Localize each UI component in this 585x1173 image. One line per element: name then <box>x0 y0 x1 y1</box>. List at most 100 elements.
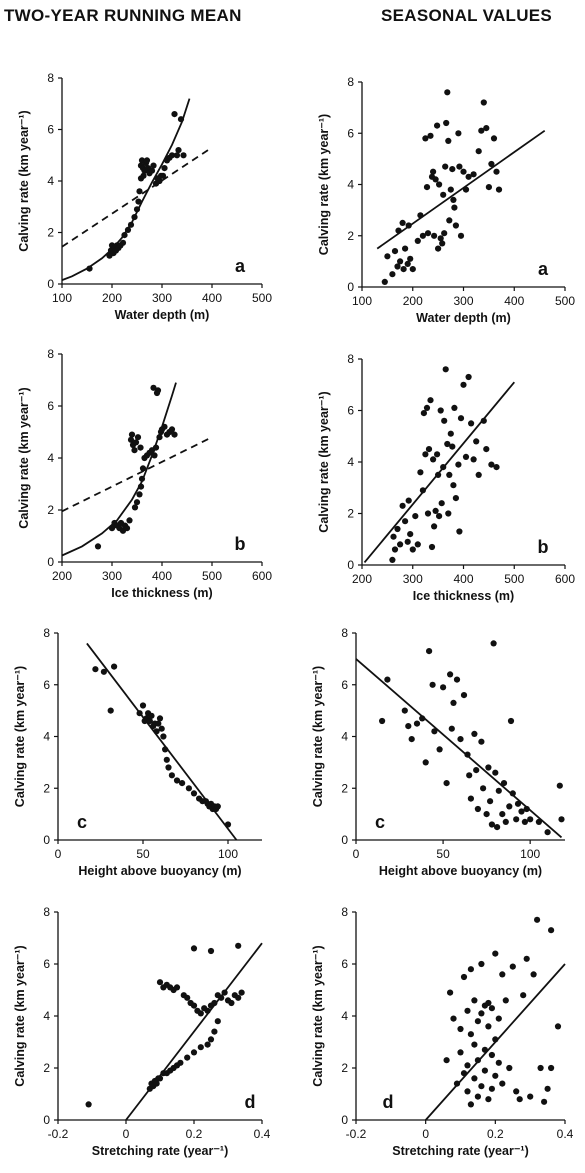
data-point <box>211 999 218 1007</box>
data-point <box>490 640 497 647</box>
data-point <box>509 790 516 797</box>
data-point <box>464 1088 471 1095</box>
data-point <box>474 1093 481 1100</box>
x-tick-label: 300 <box>453 294 473 308</box>
y-tick-label: 6 <box>341 678 348 692</box>
data-point <box>221 989 228 996</box>
data-point <box>436 746 443 753</box>
data-point <box>488 1005 495 1012</box>
data-point <box>447 186 454 193</box>
x-tick-label: 0 <box>55 847 62 861</box>
y-tick-label: 0 <box>43 833 50 847</box>
data-point <box>425 446 433 453</box>
data-point <box>516 1096 523 1103</box>
y-tick-label: 0 <box>347 558 354 572</box>
data-point <box>402 245 409 252</box>
data-point <box>457 232 465 239</box>
data-point <box>467 966 474 973</box>
data-point <box>520 992 527 999</box>
data-point <box>214 803 221 810</box>
data-point <box>397 258 404 265</box>
x-tick-label: 50 <box>136 847 150 861</box>
data-point <box>457 736 464 743</box>
x-tick-label: 500 <box>504 572 524 586</box>
data-point <box>492 950 499 957</box>
data-point <box>460 973 468 981</box>
data-point <box>85 1101 92 1108</box>
data-point <box>451 204 458 211</box>
panel-label: a <box>235 256 246 276</box>
data-point <box>168 426 176 433</box>
data-point <box>389 556 396 564</box>
data-point <box>523 805 530 813</box>
y-tick-label: 4 <box>47 174 54 188</box>
data-point <box>161 423 168 430</box>
y-tick-label: 4 <box>341 730 348 744</box>
y-tick-label: 6 <box>43 678 50 692</box>
data-point <box>495 1059 502 1066</box>
data-point <box>455 461 462 468</box>
y-axis-label: Calving rate (km year⁻¹) <box>317 114 331 255</box>
data-point <box>441 417 448 424</box>
x-tick-label: 300 <box>403 572 423 586</box>
x-tick-label: 400 <box>504 294 524 308</box>
y-tick-label: 4 <box>43 730 50 744</box>
data-point <box>124 226 132 233</box>
data-point <box>554 1023 562 1030</box>
data-point <box>534 916 541 923</box>
data-point <box>447 430 454 437</box>
data-point <box>395 227 402 234</box>
data-point <box>394 263 401 270</box>
data-point <box>494 824 501 831</box>
data-point <box>168 152 176 159</box>
y-tick-label: 8 <box>43 905 50 919</box>
y-tick-label: 0 <box>341 833 348 847</box>
data-point <box>235 942 242 949</box>
y-axis-label: Calving rate (km year⁻¹) <box>13 666 27 807</box>
data-point <box>399 502 406 509</box>
data-point <box>151 452 158 459</box>
chart-panel-left-b: 200 300 400 500 600 0 2 4 6 8 Ice thickness (m) Cal… <box>17 347 272 600</box>
x-tick-label: 0.4 <box>557 1127 574 1141</box>
data-point <box>502 818 509 826</box>
data-point <box>152 444 160 451</box>
data-point <box>450 699 457 707</box>
data-point <box>427 132 434 139</box>
data-point <box>399 219 406 226</box>
data-point <box>428 543 436 551</box>
x-tick-label: 0.4 <box>254 1127 271 1141</box>
x-axis-label: Water depth (m) <box>115 308 210 322</box>
data-point <box>123 525 131 532</box>
data-point <box>160 733 167 740</box>
data-point <box>92 666 99 673</box>
data-point <box>440 191 447 198</box>
data-point <box>171 431 178 438</box>
y-tick-label: 8 <box>347 352 354 366</box>
y-tick-label: 2 <box>43 1061 50 1075</box>
data-point <box>474 805 481 813</box>
x-axis-label: Ice thickness (m) <box>413 589 514 603</box>
data-point <box>173 777 181 784</box>
data-point <box>527 1093 534 1100</box>
data-point <box>126 517 133 524</box>
data-point <box>444 440 451 448</box>
y-tick-label: 2 <box>347 229 354 243</box>
data-point <box>434 122 441 129</box>
x-tick-label: 0.2 <box>186 1127 203 1141</box>
data-point <box>400 266 407 273</box>
data-point <box>131 214 138 221</box>
data-point <box>478 960 485 968</box>
x-tick-label: 100 <box>352 294 372 308</box>
data-point <box>495 787 502 794</box>
data-point <box>137 483 145 490</box>
data-point <box>140 172 147 179</box>
data-point <box>94 543 102 550</box>
x-tick-label: 400 <box>202 291 222 305</box>
data-point <box>148 167 156 174</box>
data-point <box>171 111 178 118</box>
data-point <box>483 125 490 132</box>
data-point <box>424 230 432 237</box>
data-point <box>481 1046 488 1053</box>
data-point <box>460 692 468 699</box>
